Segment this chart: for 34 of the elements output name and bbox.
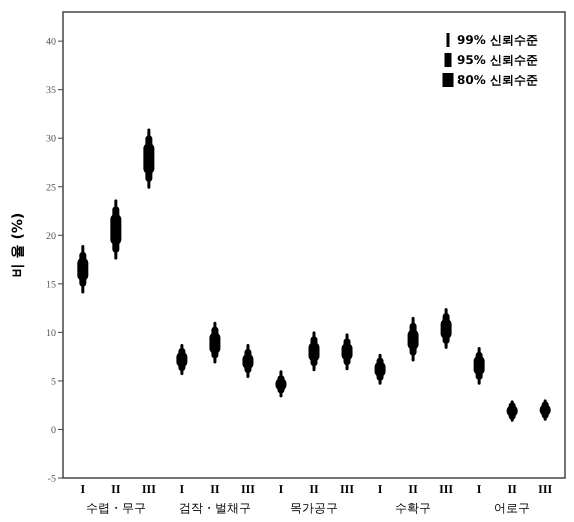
x-tick-label: II [111,482,121,496]
y-axis-title: 비 율 (%) [10,212,26,278]
y-tick-label: 5 [51,376,56,388]
x-tick-label: II [210,482,220,496]
x-tick-label: I [278,482,284,496]
y-tick-label: -5 [48,474,56,484]
x-tick-label: III [340,482,354,496]
x-tick-label: II [408,482,418,496]
x-tick-label: III [240,482,256,496]
x-tick-label: III [142,482,156,496]
text: 수렵・무구 [86,501,146,515]
legend-label: 80% 신뢰수준 [457,73,538,88]
x-tick-label: I [378,482,383,496]
x-tick-label: III [439,482,454,496]
x-tick-label: I [80,482,86,496]
x-tick-label: I [476,482,482,496]
y-tick-label: 20 [46,230,56,242]
legend-label: 95% 신뢰수준 [457,53,538,68]
text: 목가공구 [290,501,338,515]
text: 수확구 [395,501,432,515]
x-tick-label: III [538,482,553,496]
y-tick-label: 40 [46,36,56,48]
x-tick-label: I [180,482,185,496]
y-tick-label: 0 [51,424,56,436]
y-tick-label: 15 [46,279,56,290]
x-tick-label: II [507,482,518,496]
text: 어로구 [494,501,530,515]
y-tick-label: 10 [46,328,56,339]
y-tick-label: 30 [46,134,56,145]
x-tick-label: II [309,482,319,496]
y-tick-label: 25 [46,182,56,194]
y-tick-label: 35 [46,85,56,96]
legend-label: 99% 신뢰수준 [457,33,538,48]
text: 검작・벌채구 [178,501,251,515]
